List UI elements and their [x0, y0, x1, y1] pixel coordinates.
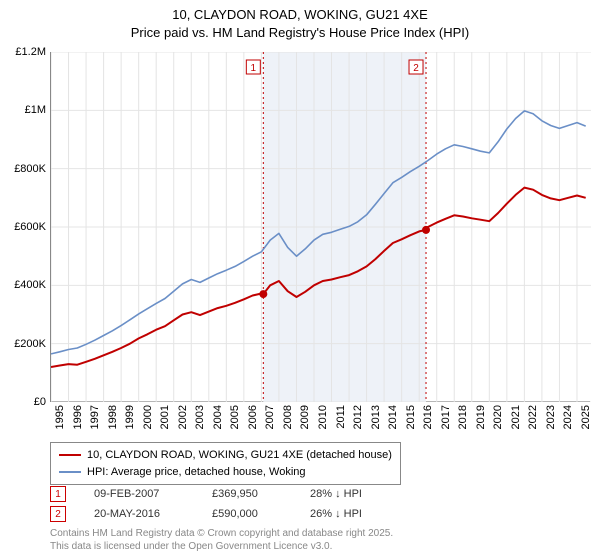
x-tick-label: 2001 [159, 405, 171, 429]
svg-text:2: 2 [413, 63, 419, 74]
y-tick-label: £1M [2, 104, 46, 116]
legend-row: HPI: Average price, detached house, Woki… [59, 464, 392, 481]
x-tick-label: 2019 [475, 405, 487, 429]
event-price: £369,950 [212, 488, 282, 500]
x-tick-label: 2008 [282, 405, 294, 429]
x-tick-label: 2003 [194, 405, 206, 429]
x-tick-label: 2006 [247, 405, 259, 429]
y-tick-label: £800K [2, 163, 46, 175]
events-table: 1 09-FEB-2007 £369,950 28% ↓ HPI 2 20-MA… [50, 484, 362, 524]
y-tick-label: £0 [2, 396, 46, 408]
x-tick-label: 2024 [562, 405, 574, 429]
legend-row: 10, CLAYDON ROAD, WOKING, GU21 4XE (deta… [59, 447, 392, 464]
chart-plot-area: 12 [50, 52, 590, 402]
x-tick-label: 2017 [440, 405, 452, 429]
x-tick-label: 2000 [142, 405, 154, 429]
event-row: 2 20-MAY-2016 £590,000 26% ↓ HPI [50, 504, 362, 524]
event-date: 20-MAY-2016 [94, 508, 184, 520]
legend-label: 10, CLAYDON ROAD, WOKING, GU21 4XE (deta… [87, 447, 392, 464]
x-tick-label: 2025 [580, 405, 592, 429]
x-tick-label: 2010 [317, 405, 329, 429]
x-tick-label: 1997 [89, 405, 101, 429]
legend-label: HPI: Average price, detached house, Woki… [87, 464, 306, 481]
event-row: 1 09-FEB-2007 £369,950 28% ↓ HPI [50, 484, 362, 504]
x-tick-label: 1998 [107, 405, 119, 429]
x-tick-label: 2009 [299, 405, 311, 429]
x-tick-label: 2002 [177, 405, 189, 429]
legend-swatch [59, 454, 81, 456]
x-tick-label: 2018 [457, 405, 469, 429]
chart-svg: 12 [51, 52, 591, 402]
x-tick-label: 2004 [212, 405, 224, 429]
svg-text:1: 1 [251, 63, 257, 74]
y-tick-label: £1.2M [2, 46, 46, 58]
event-date: 09-FEB-2007 [94, 488, 184, 500]
y-tick-label: £400K [2, 279, 46, 291]
x-tick-label: 2005 [229, 405, 241, 429]
chart-card: 10, CLAYDON ROAD, WOKING, GU21 4XE Price… [0, 0, 600, 560]
x-tick-label: 2016 [422, 405, 434, 429]
x-tick-label: 2022 [527, 405, 539, 429]
footer-line1: Contains HM Land Registry data © Crown c… [50, 528, 393, 541]
x-tick-label: 2021 [510, 405, 522, 429]
legend: 10, CLAYDON ROAD, WOKING, GU21 4XE (deta… [50, 442, 401, 485]
x-tick-label: 2013 [370, 405, 382, 429]
y-tick-label: £600K [2, 221, 46, 233]
title-line1: 10, CLAYDON ROAD, WOKING, GU21 4XE [0, 6, 600, 24]
title-block: 10, CLAYDON ROAD, WOKING, GU21 4XE Price… [0, 0, 600, 41]
x-tick-label: 1995 [54, 405, 66, 429]
x-tick-label: 2014 [387, 405, 399, 429]
x-tick-label: 2007 [264, 405, 276, 429]
x-tick-label: 2020 [492, 405, 504, 429]
x-tick-label: 2015 [405, 405, 417, 429]
x-tick-label: 1996 [72, 405, 84, 429]
event-delta: 26% ↓ HPI [310, 508, 362, 520]
event-marker: 1 [50, 486, 66, 502]
event-delta: 28% ↓ HPI [310, 488, 362, 500]
x-tick-label: 2012 [352, 405, 364, 429]
footer-line2: This data is licensed under the Open Gov… [50, 541, 393, 554]
footer: Contains HM Land Registry data © Crown c… [50, 528, 393, 553]
x-tick-label: 2011 [335, 405, 347, 429]
event-marker: 2 [50, 506, 66, 522]
title-line2: Price paid vs. HM Land Registry's House … [0, 24, 600, 42]
y-tick-label: £200K [2, 338, 46, 350]
x-tick-label: 2023 [545, 405, 557, 429]
legend-swatch [59, 471, 81, 473]
x-tick-label: 1999 [124, 405, 136, 429]
event-price: £590,000 [212, 508, 282, 520]
